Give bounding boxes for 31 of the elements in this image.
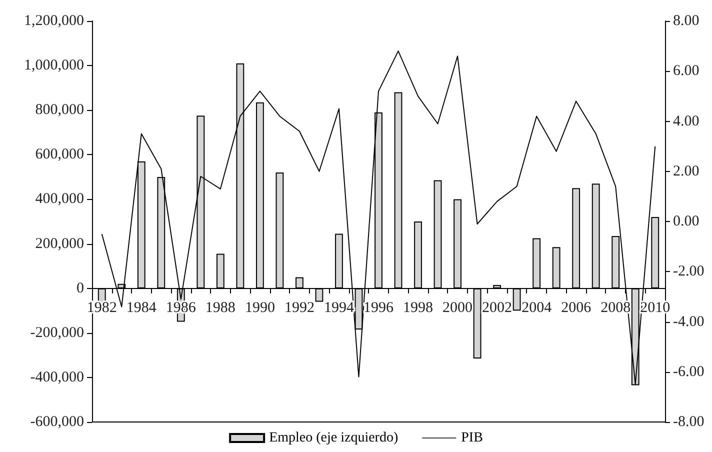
y2-tick-label: 6.00: [673, 63, 700, 80]
y-tick-label: 1,000,000: [24, 58, 84, 74]
x-tick-label: 2004: [522, 300, 552, 316]
y2-tick-label: -8.00: [673, 414, 704, 430]
x-tick-label: 1996: [364, 300, 394, 316]
x-tick-label: 1988: [205, 300, 236, 316]
y2-tick-label: 4.00: [673, 113, 700, 130]
y-tick-label: 0: [76, 280, 84, 296]
y2-tick-label: -6.00: [673, 364, 704, 380]
x-tick-label: 2002: [482, 300, 512, 316]
x-tick-label: 1998: [403, 300, 434, 316]
legend-label: PIB: [461, 430, 483, 446]
y-tick-label: 400,000: [35, 191, 84, 208]
x-tick-label: 2000: [442, 300, 473, 316]
y2-tick-label: 8.00: [673, 13, 700, 29]
y2-tick-label: -2.00: [673, 264, 704, 280]
y-tick-label: -600,000: [30, 414, 84, 430]
y-tick-label: -200,000: [30, 324, 84, 341]
legend-label: Empleo (eje izquierdo): [269, 430, 398, 446]
x-tick-label: 1984: [126, 300, 157, 316]
x-tick-label: 1990: [244, 300, 275, 316]
y-tick-label: 600,000: [35, 146, 84, 163]
y2-tick-label: 2.00: [673, 163, 700, 180]
y2-tick-label: -4.00: [673, 314, 704, 330]
y-tick-label: 1,200,000: [24, 13, 84, 29]
y-tick-label: -400,000: [30, 369, 84, 386]
y-tick-label: 200,000: [35, 236, 84, 252]
x-tick-label: 2006: [561, 300, 592, 316]
x-tick-label: 1992: [284, 300, 314, 316]
y2-tick-label: 0.00: [673, 214, 700, 230]
y-tick-label: 800,000: [35, 102, 84, 118]
